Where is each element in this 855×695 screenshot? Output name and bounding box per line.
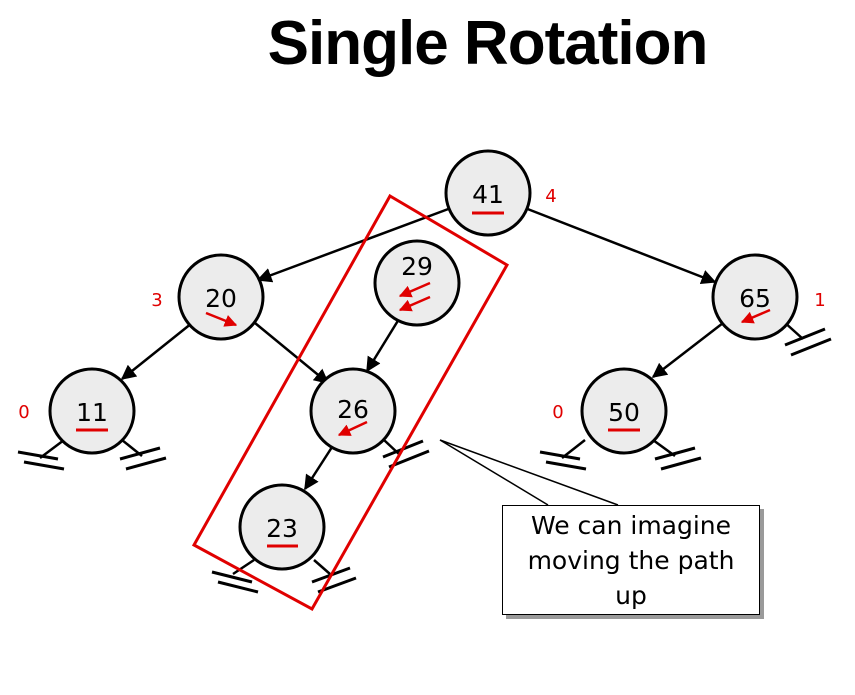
null-marker bbox=[782, 320, 832, 357]
callout-box: We can imagine moving the path up bbox=[502, 505, 760, 615]
node-key: 23 bbox=[266, 514, 298, 543]
edge-29-26 bbox=[365, 318, 401, 373]
tree-node: 65 1 bbox=[711, 253, 826, 341]
null-marker bbox=[539, 439, 587, 471]
callout-pointer bbox=[439, 439, 619, 506]
edge-65-50 bbox=[651, 322, 724, 378]
node-height: 0 bbox=[18, 402, 29, 423]
node-height: 1 bbox=[814, 290, 825, 311]
edge-20-26 bbox=[254, 322, 330, 384]
tree-node: 29 bbox=[373, 239, 461, 327]
callout-line: up bbox=[615, 580, 647, 610]
edge-20-11 bbox=[120, 322, 193, 380]
highlighted-path-box bbox=[191, 193, 510, 612]
tree-node: 20 3 bbox=[151, 253, 265, 341]
edge-41-20 bbox=[256, 206, 452, 283]
null-marker bbox=[211, 558, 259, 594]
tree-node: 26 bbox=[309, 367, 397, 455]
node-key: 50 bbox=[608, 398, 640, 427]
node-height: 3 bbox=[151, 290, 162, 311]
node-height: 4 bbox=[545, 186, 556, 207]
tree-node: 11 0 bbox=[18, 367, 136, 455]
callout-line: moving the path bbox=[527, 545, 735, 575]
node-key: 29 bbox=[401, 252, 433, 281]
tree-node: 23 bbox=[238, 483, 326, 571]
null-marker bbox=[17, 439, 65, 471]
null-marker bbox=[311, 559, 357, 594]
null-marker bbox=[652, 438, 702, 471]
tree-node: 41 4 bbox=[444, 149, 557, 237]
null-marker bbox=[119, 439, 167, 471]
tree-node: 50 0 bbox=[552, 367, 668, 455]
edge-41-65 bbox=[524, 206, 717, 285]
node-key: 26 bbox=[337, 395, 369, 424]
slide-title: Single Rotation bbox=[267, 9, 709, 78]
callout-line: We can imagine bbox=[530, 510, 732, 540]
node-key: 41 bbox=[472, 180, 504, 209]
node-key: 20 bbox=[205, 284, 237, 313]
node-height: 0 bbox=[552, 402, 563, 423]
edge-26-23 bbox=[303, 443, 336, 491]
node-key: 11 bbox=[76, 398, 108, 427]
node-key: 65 bbox=[739, 284, 771, 313]
